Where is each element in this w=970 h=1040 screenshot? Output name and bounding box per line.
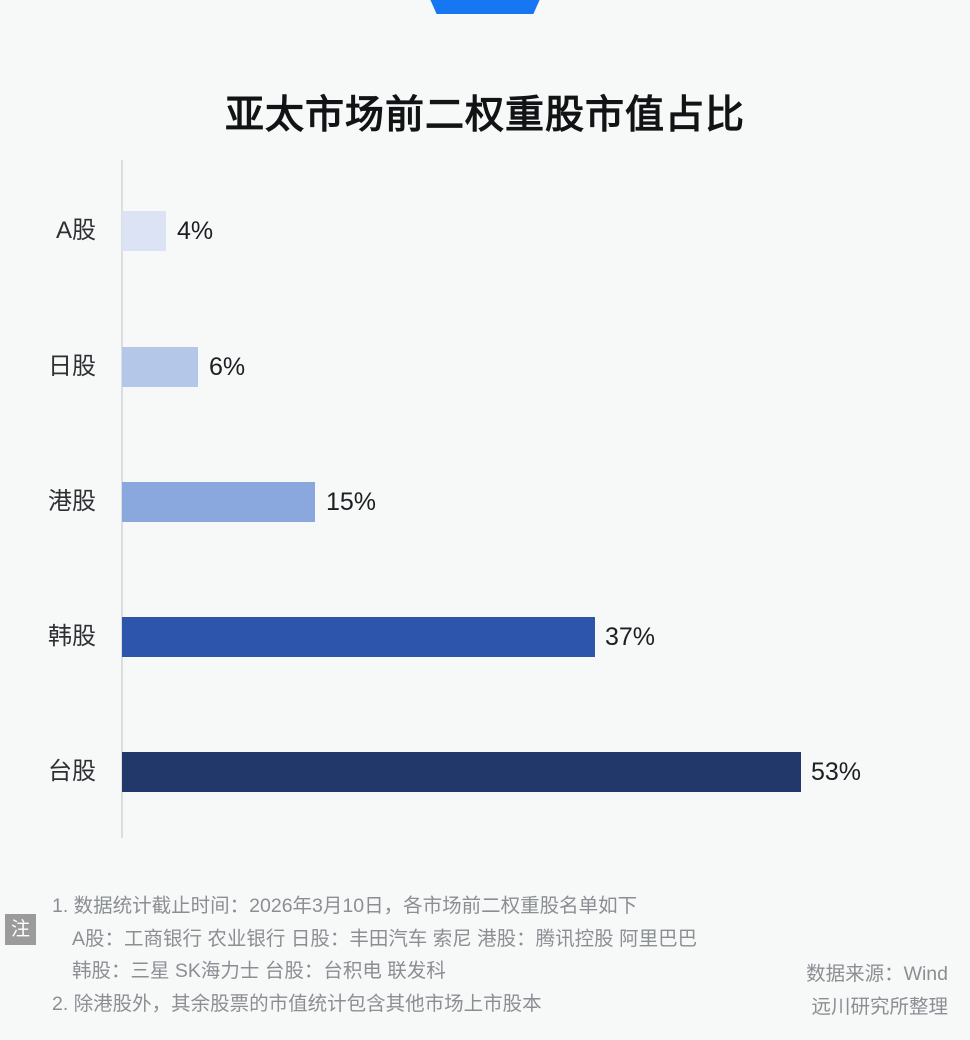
- bar-row: 港股 15%: [0, 482, 970, 522]
- footnote-line-4: 2. 除港股外，其余股票的市值统计包含其他市场上市股本: [52, 992, 542, 1015]
- bar-taiwan-shares: [122, 752, 801, 792]
- research-institute-line: 远川研究所整理: [811, 995, 948, 1018]
- data-source-line: 数据来源：Wind: [806, 963, 948, 985]
- bar-korea-shares: [122, 617, 595, 657]
- bar-row: 日股 6%: [0, 347, 970, 387]
- source-attribution: 数据来源：Wind 远川研究所整理: [806, 958, 948, 1023]
- category-label: 台股: [48, 758, 96, 785]
- category-label: 港股: [48, 488, 96, 515]
- top-tab-decoration: [430, 0, 540, 14]
- footnotes-block: 1. 数据统计截止时间：2026年3月10日，各市场前二权重股名单如下 A股：工…: [52, 890, 752, 1020]
- footnote-line-1: 1. 数据统计截止时间：2026年3月10日，各市场前二权重股名单如下: [52, 895, 638, 917]
- bar-row: 台股 53%: [0, 752, 970, 792]
- bar-value-label: 37%: [605, 623, 656, 651]
- bar-a-shares: [122, 211, 166, 251]
- page-title: 亚太市场前二权重股市值占比: [224, 94, 745, 137]
- bar-value-label: 15%: [326, 488, 377, 516]
- category-label: 日股: [48, 353, 96, 380]
- bar-value-label: 53%: [811, 758, 862, 786]
- category-label: A股: [55, 217, 96, 244]
- bar-row: 韩股 37%: [0, 617, 970, 657]
- bar-japan-shares: [122, 347, 198, 387]
- bar-hk-shares: [122, 482, 315, 522]
- bar-value-label: 4%: [177, 217, 214, 245]
- note-badge: 注: [5, 914, 36, 945]
- category-label: 韩股: [48, 623, 96, 650]
- footnote-line-3: 韩股：三星 SK海力士 台股：台积电 联发科: [72, 960, 446, 982]
- footnote-line-2: A股：工商银行 农业银行 日股：丰田汽车 索尼 港股：腾讯控股 阿里巴巴: [72, 927, 698, 950]
- bar-value-label: 6%: [209, 353, 246, 381]
- bar-chart-plot-area: A股 4% 日股 6% 港股 15% 韩股 37% 台股 53%: [0, 160, 970, 840]
- bar-row: A股 4%: [0, 211, 970, 251]
